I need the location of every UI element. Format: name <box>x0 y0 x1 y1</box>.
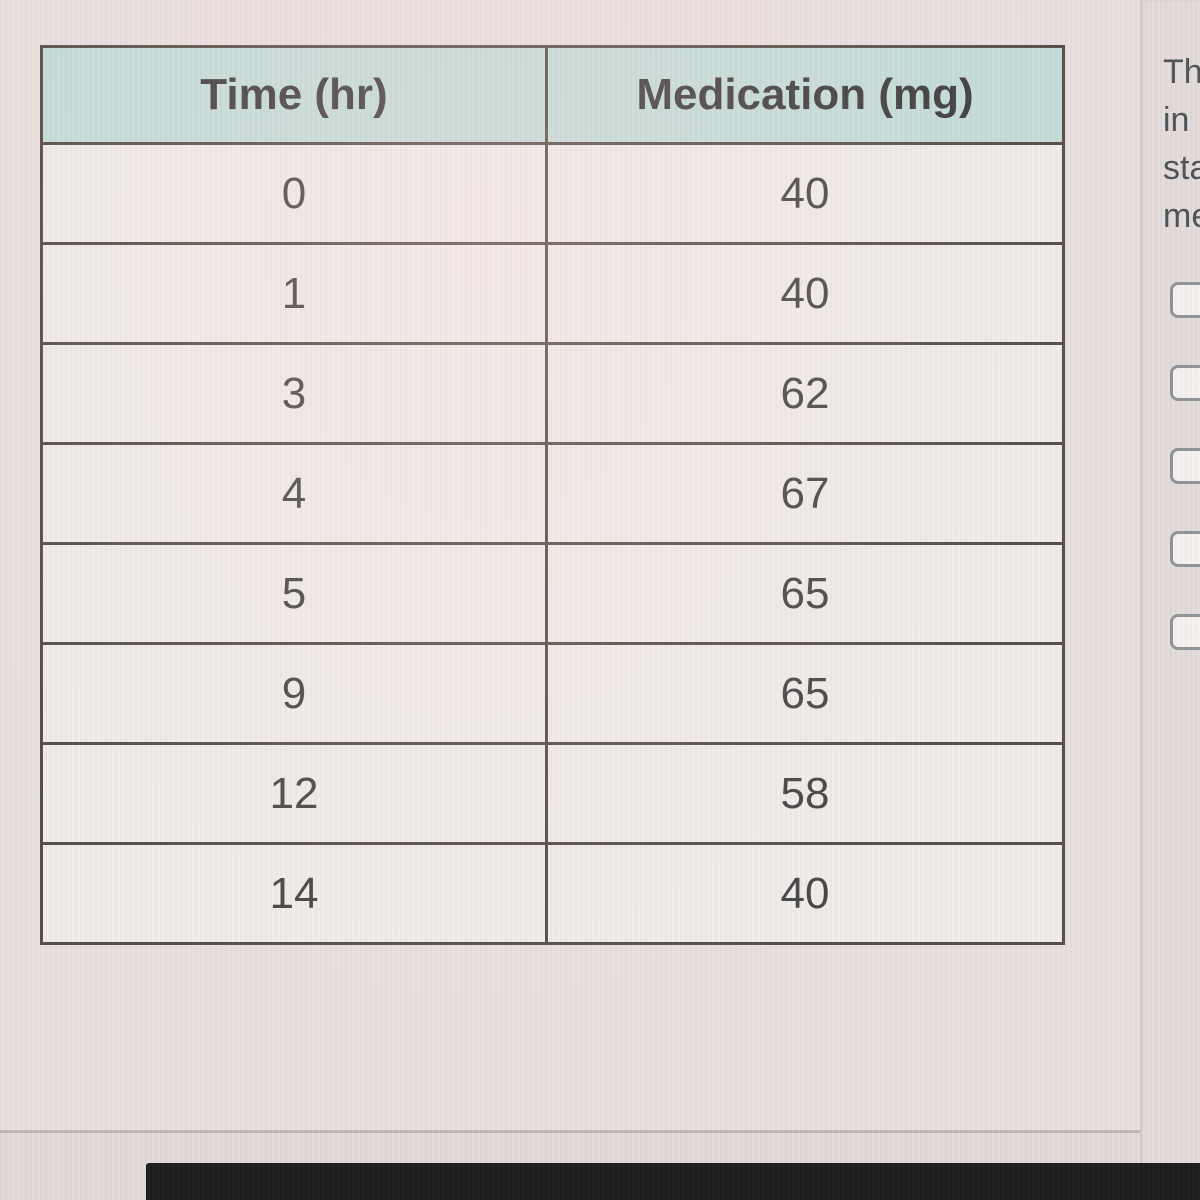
table-row: 4 67 <box>40 442 1065 545</box>
medication-table: Time (hr) Medication (mg) 0 40 1 40 3 62 4 67 5 6… <box>40 45 1065 945</box>
table-cell: 9 <box>40 642 548 745</box>
answer-checkbox[interactable] <box>1170 365 1200 401</box>
medication-table-container: Time (hr) Medication (mg) 0 40 1 40 3 62 4 67 5 6… <box>40 45 1065 945</box>
header-time: Time (hr) <box>40 45 548 145</box>
question-text-line: sta <box>1163 149 1200 187</box>
table-cell: 40 <box>545 242 1065 345</box>
table-row: 12 58 <box>40 742 1065 845</box>
table-cell: 1 <box>40 242 548 345</box>
answer-checkbox[interactable] <box>1170 282 1200 318</box>
screen-right-edge <box>1140 0 1200 1200</box>
table-body: 0 40 1 40 3 62 4 67 5 65 9 65 12 58 14 40 <box>40 142 1065 945</box>
table-cell: 12 <box>40 742 548 845</box>
table-cell: 3 <box>40 342 548 445</box>
table-row: 5 65 <box>40 542 1065 645</box>
table-cell: 5 <box>40 542 548 645</box>
taskbar-black-bar <box>146 1163 1200 1200</box>
question-text-line: me <box>1163 197 1200 235</box>
header-medication: Medication (mg) <box>545 45 1065 145</box>
table-row: 0 40 <box>40 142 1065 245</box>
table-cell: 62 <box>545 342 1065 445</box>
table-header-row: Time (hr) Medication (mg) <box>40 45 1065 145</box>
checkbox-column <box>1170 282 1200 650</box>
table-cell: 67 <box>545 442 1065 545</box>
table-cell: 0 <box>40 142 548 245</box>
question-text-line: Th <box>1163 53 1200 91</box>
table-cell: 40 <box>545 842 1065 945</box>
answer-checkbox[interactable] <box>1170 614 1200 650</box>
table-row: 1 40 <box>40 242 1065 345</box>
table-row: 9 65 <box>40 642 1065 745</box>
answer-checkbox[interactable] <box>1170 448 1200 484</box>
table-row: 14 40 <box>40 842 1065 945</box>
screen-bottom-edge-line <box>0 1130 1140 1133</box>
answer-checkbox[interactable] <box>1170 531 1200 567</box>
table-cell: 40 <box>545 142 1065 245</box>
question-text: Th in sta me <box>1163 48 1200 240</box>
table-row: 3 62 <box>40 342 1065 445</box>
table-cell: 58 <box>545 742 1065 845</box>
table-cell: 65 <box>545 542 1065 645</box>
table-cell: 4 <box>40 442 548 545</box>
table-cell: 14 <box>40 842 548 945</box>
table-cell: 65 <box>545 642 1065 745</box>
question-text-line: in <box>1163 101 1190 139</box>
